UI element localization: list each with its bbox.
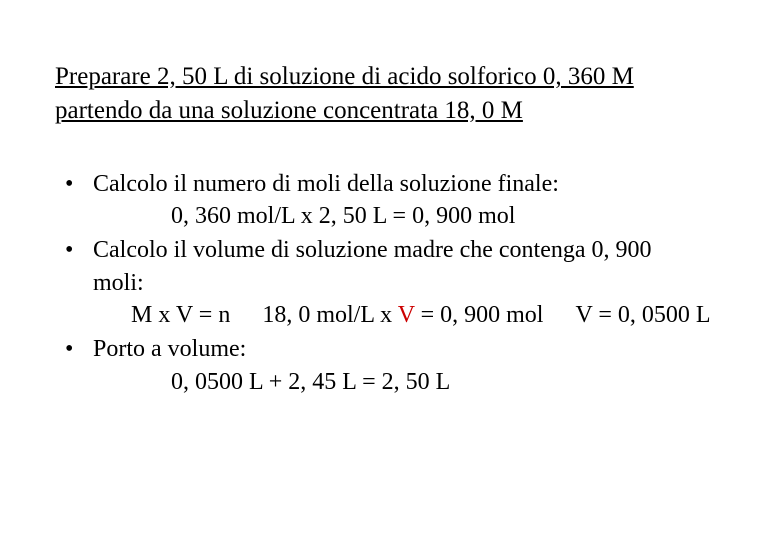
bullet-list: Calcolo il numero di moli della soluzion… [55, 168, 725, 399]
bullet-1: Calcolo il numero di moli della soluzion… [55, 168, 725, 233]
bullet-2-eq-V: V [398, 302, 415, 328]
bullet-2-text-2: moli: [93, 270, 144, 296]
bullet-2-eq-c: V = 0, 0500 L [575, 302, 710, 328]
title-line-2: partendo da una soluzione concentrata 18… [55, 97, 523, 124]
slide-title: Preparare 2, 50 L di soluzione di acido … [55, 60, 725, 128]
slide-body: Calcolo il numero di moli della soluzion… [55, 168, 725, 399]
bullet-3-calc: 0, 0500 L + 2, 45 L = 2, 50 L [93, 366, 725, 398]
bullet-3-text: Porto a volume: [93, 336, 246, 362]
bullet-2: Calcolo il volume di soluzione madre che… [55, 234, 725, 331]
slide: Preparare 2, 50 L di soluzione di acido … [0, 0, 780, 398]
bullet-2-calc: M x V = n 18, 0 mol/L x V = 0, 900 mol V =… [93, 299, 725, 331]
bullet-2-eq-b1: 18, 0 mol/L x [262, 302, 397, 328]
bullet-1-text: Calcolo il numero di moli della soluzion… [93, 171, 559, 197]
title-line-1: Preparare 2, 50 L di soluzione di acido … [55, 63, 634, 90]
bullet-2-text-1: Calcolo il volume di soluzione madre che… [93, 237, 652, 263]
bullet-2-eq-b2: = 0, 900 mol [415, 302, 544, 328]
bullet-1-calc: 0, 360 mol/L x 2, 50 L = 0, 900 mol [93, 200, 725, 232]
bullet-3: Porto a volume: 0, 0500 L + 2, 45 L = 2,… [55, 333, 725, 398]
bullet-2-eq-a: M x V = n [131, 302, 230, 328]
